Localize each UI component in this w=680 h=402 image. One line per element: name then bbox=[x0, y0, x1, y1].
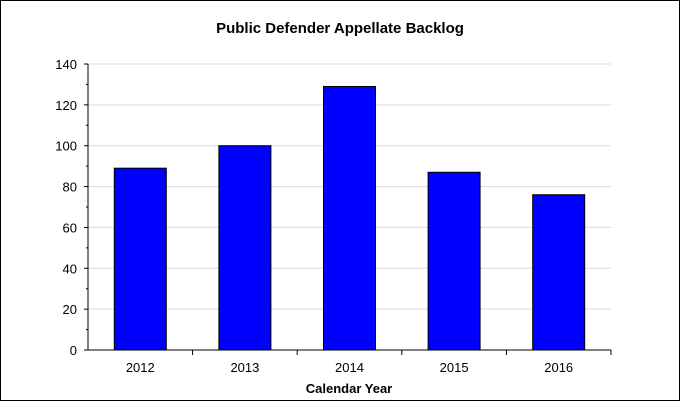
y-tick-label: 40 bbox=[63, 261, 77, 276]
x-tick-label: 2012 bbox=[126, 360, 155, 375]
y-tick-label: 100 bbox=[55, 139, 77, 154]
x-tick-label: 2014 bbox=[335, 360, 364, 375]
bar-2015 bbox=[427, 171, 481, 351]
y-tick-labels: 0 20 40 60 80 100 120 140 bbox=[55, 57, 77, 358]
axes bbox=[84, 63, 612, 355]
bar-2016 bbox=[532, 194, 586, 351]
y-tick-label: 60 bbox=[63, 220, 77, 235]
x-tick-label: 2013 bbox=[230, 360, 259, 375]
x-tick-label: 2015 bbox=[440, 360, 469, 375]
chart-title: Public Defender Appellate Backlog bbox=[216, 20, 464, 37]
bars bbox=[113, 85, 586, 351]
x-tick-labels: 2012 2013 2014 2015 2016 bbox=[126, 360, 573, 375]
y-tick-label: 0 bbox=[70, 343, 77, 358]
bar-2014 bbox=[323, 85, 376, 351]
bar-2012 bbox=[113, 167, 167, 351]
y-tick-label: 140 bbox=[55, 57, 77, 72]
y-tick-label: 120 bbox=[55, 98, 77, 113]
x-tick-label: 2016 bbox=[544, 360, 573, 375]
y-tick-label: 80 bbox=[63, 180, 77, 195]
y-tick-label: 20 bbox=[63, 302, 77, 317]
x-axis-title: Calendar Year bbox=[306, 381, 392, 396]
bar-2013 bbox=[218, 145, 272, 351]
